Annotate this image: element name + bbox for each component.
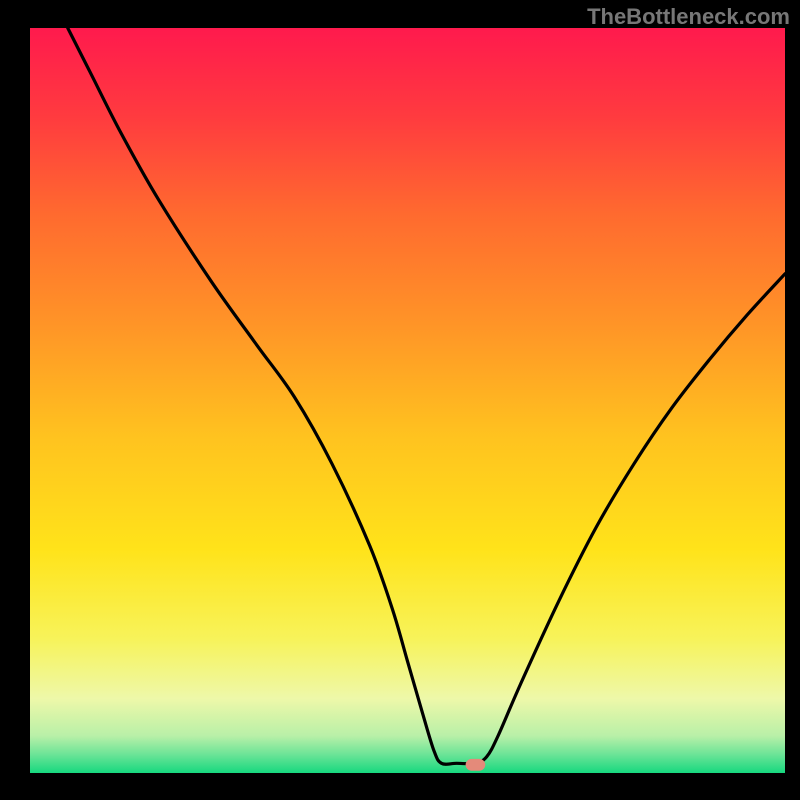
- optimal-point-marker: [466, 759, 486, 771]
- bottleneck-chart: TheBottleneck.com: [0, 0, 800, 800]
- chart-canvas: [0, 0, 800, 800]
